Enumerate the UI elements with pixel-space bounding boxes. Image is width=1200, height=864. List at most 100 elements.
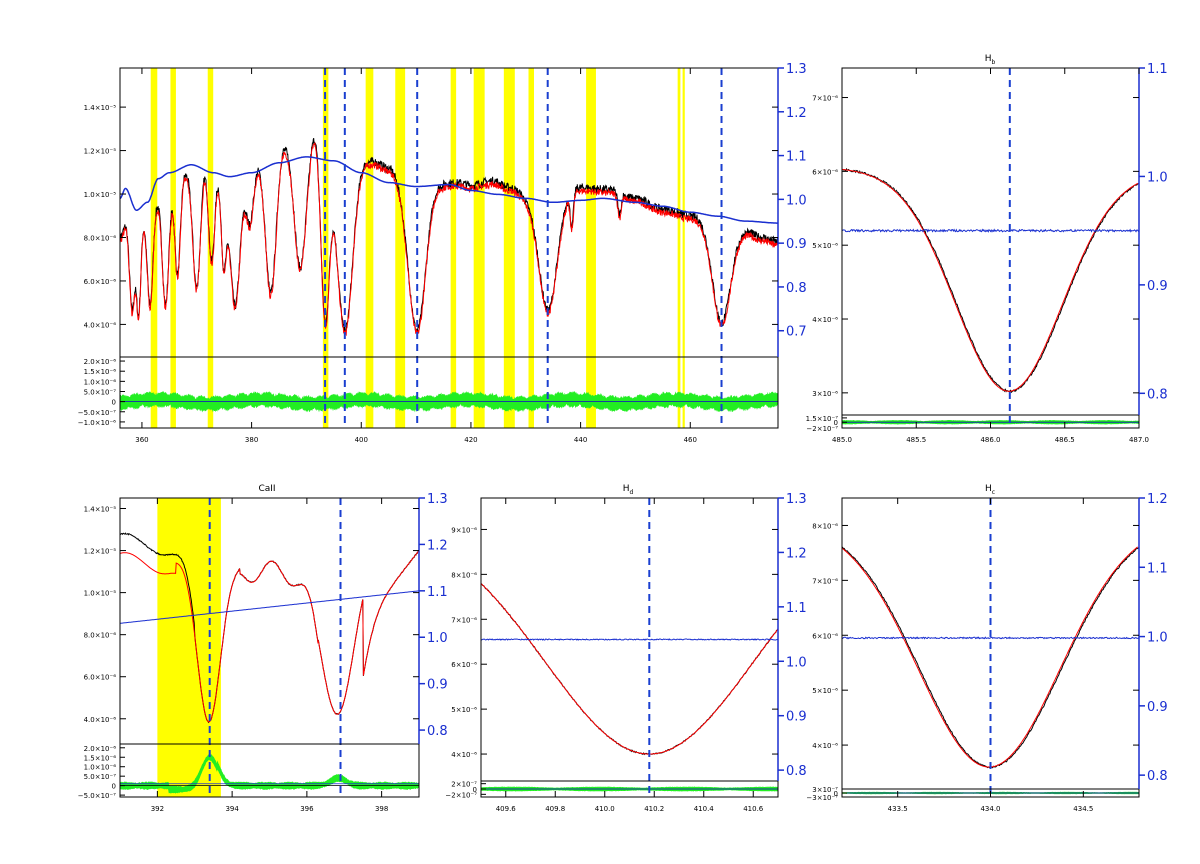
residual-tick-label: 2.0×10⁻⁶ <box>84 358 117 366</box>
ratio-line <box>842 228 1139 233</box>
y2-tick-label: 0.9 <box>1147 700 1168 715</box>
x-tick-label: 410.6 <box>743 805 764 813</box>
residual-tick-label: 1.0×10⁻⁶ <box>84 764 117 772</box>
hbeta-panel: Hb 3×10⁻⁶ 4×10⁻⁶ 5×10⁻⁶ 6×10⁻⁶ 7×10⁻⁶ 0.8 0.9 1… <box>806 54 1168 444</box>
residual-tick-label: 2×10⁻⁷ <box>451 781 477 789</box>
y2-tick-label: 1.2 <box>786 546 807 561</box>
y-tick-label: 6×10⁻⁶ <box>451 661 477 669</box>
observed-flux-line <box>842 167 1139 394</box>
y2-tick-label: 1.0 <box>786 193 807 208</box>
model-flux-line <box>120 141 778 337</box>
residual-tick-label: −2×10⁻⁷ <box>806 425 838 433</box>
residual-tick-label: −1.0×10⁻⁶ <box>78 419 116 427</box>
y2-tick-label: 1.2 <box>1147 492 1168 507</box>
residual-tick-label: 1.5×10⁻⁶ <box>84 754 117 762</box>
masked-region <box>395 68 406 428</box>
x-tick-label: 410.2 <box>644 805 664 813</box>
y-tick-label: 7×10⁻⁶ <box>812 577 838 585</box>
residual-tick-label: 3×10⁻⁷ <box>812 786 838 794</box>
observed-flux-line <box>481 583 778 756</box>
masked-region <box>207 68 214 428</box>
masked-region <box>586 68 596 428</box>
residual-tick-label: 5.0×10⁻⁷ <box>84 388 117 396</box>
y-tick-label: 8×10⁻⁶ <box>451 571 477 579</box>
x-tick-label: 434.5 <box>1073 805 1093 813</box>
y-tick-label: 1.2×10⁻⁵ <box>84 148 117 156</box>
residual-tick-label: 5.0×10⁻⁷ <box>84 773 117 781</box>
ratio-line <box>842 636 1139 640</box>
y-tick-label: 7×10⁻⁶ <box>812 95 838 103</box>
hgamma-title: Hc <box>985 484 995 496</box>
y-tick-label: 9×10⁻⁶ <box>451 526 477 534</box>
full-spectrum-panel: 4.0×10⁻⁶ 6.0×10⁻⁶ 8.0×10⁻⁶ 1.0×10⁻⁵ 1.2×10⁻⁵… <box>78 62 807 444</box>
y-tick-label: 8.0×10⁻⁶ <box>84 234 117 242</box>
residual-tick-label: −3×10⁻⁷ <box>806 794 838 802</box>
residual-tick-label: 1.5×10⁻⁷ <box>806 415 839 423</box>
residual-tick-label: −5.0×10⁻⁷ <box>78 792 116 800</box>
y2-tick-label: 1.3 <box>427 492 448 507</box>
y-tick-label: 7×10⁻⁶ <box>451 616 477 624</box>
x-tick-label: 392 <box>151 805 164 813</box>
residual-tick-label: 0 <box>112 399 116 407</box>
x-tick-label: 410.0 <box>595 805 615 813</box>
x-tick-label: 433.5 <box>888 805 908 813</box>
masked-region <box>365 68 374 428</box>
y-tick-label: 4.0×10⁻⁶ <box>84 321 117 329</box>
y2-tick-label: 0.8 <box>786 764 807 779</box>
x-tick-label: 410.4 <box>694 805 715 813</box>
x-tick-label: 398 <box>375 805 388 813</box>
y-tick-label: 4×10⁻⁶ <box>812 742 838 750</box>
ratio-line <box>481 638 778 641</box>
y2-tick-label: 1.1 <box>1147 561 1168 576</box>
y2-tick-label: 0.9 <box>786 237 807 252</box>
y-tick-label: 6.0×10⁻⁶ <box>84 674 117 682</box>
y-tick-label: 8.0×10⁻⁶ <box>84 632 117 640</box>
y2-tick-label: 0.9 <box>1147 279 1168 294</box>
y-tick-label: 8×10⁻⁶ <box>812 522 838 530</box>
x-tick-label: 434.0 <box>980 805 1000 813</box>
x-tick-label: 394 <box>225 805 239 813</box>
hgamma-panel: Hc 4×10⁻⁶ 5×10⁻⁶ 6×10⁻⁶ 7×10⁻⁶ 8×10⁻⁶ 0.8 0.9 1… <box>806 484 1167 813</box>
residual-tick-label: 0 <box>834 790 838 798</box>
model-flux-line <box>842 546 1138 768</box>
y2-tick-label: 0.8 <box>427 724 448 739</box>
hdelta-panel: Hd 4×10⁻⁶ 5×10⁻⁶ 6×10⁻⁶ 7×10⁻⁶ 8×10⁻⁶ 9×10⁻⁶ 0… <box>445 484 806 813</box>
residual-tick-label: −5.0×10⁻⁷ <box>78 409 116 417</box>
y-tick-label: 5×10⁻⁶ <box>812 687 838 695</box>
ratio-line <box>120 156 778 224</box>
hdelta-title: Hd <box>623 484 634 496</box>
y2-tick-label: 1.0 <box>786 655 807 670</box>
masked-region <box>528 68 534 428</box>
y-tick-label: 1.0×10⁻⁵ <box>84 191 117 199</box>
residual-tick-label: −2×10⁻⁷ <box>445 791 477 799</box>
y2-tick-label: 0.9 <box>427 678 448 693</box>
masked-region <box>473 68 485 428</box>
y2-tick-label: 0.8 <box>1147 387 1168 402</box>
caii-plot-area <box>120 498 419 797</box>
hbeta-frame <box>841 67 1140 429</box>
y2-tick-label: 0.8 <box>786 281 807 296</box>
y-tick-label: 1.0×10⁻⁵ <box>84 590 117 598</box>
x-tick-label: 380 <box>245 436 258 444</box>
masked-region <box>677 68 681 428</box>
y-tick-label: 5×10⁻⁶ <box>812 242 838 250</box>
x-tick-label: 460 <box>684 436 697 444</box>
y2-tick-label: 1.3 <box>786 492 807 507</box>
y-tick-label: 4×10⁻⁶ <box>812 316 838 324</box>
y2-tick-label: 0.8 <box>1147 769 1168 784</box>
masked-region <box>682 68 685 428</box>
x-tick-label: 487.0 <box>1129 436 1149 444</box>
y2-tick-label: 1.0 <box>1147 631 1168 646</box>
y2-tick-label: 1.2 <box>427 538 448 553</box>
model-flux-line <box>842 168 1139 392</box>
x-tick-label: 485.0 <box>832 436 852 444</box>
x-tick-label: 409.8 <box>545 805 565 813</box>
caii-panel: CaII 4.0×10⁻⁶ 6.0×10⁻⁶ 8.0×10⁻⁶ 1.0×10⁻⁵ 1.2… <box>78 484 448 813</box>
residual-tick-label: 2.0×10⁻⁶ <box>84 745 117 753</box>
y2-tick-label: 1.2 <box>786 106 807 121</box>
masked-region <box>450 68 457 428</box>
y-tick-label: 4×10⁻⁶ <box>451 751 477 759</box>
y-tick-label: 6.0×10⁻⁶ <box>84 278 117 286</box>
y2-tick-label: 1.1 <box>786 150 807 165</box>
